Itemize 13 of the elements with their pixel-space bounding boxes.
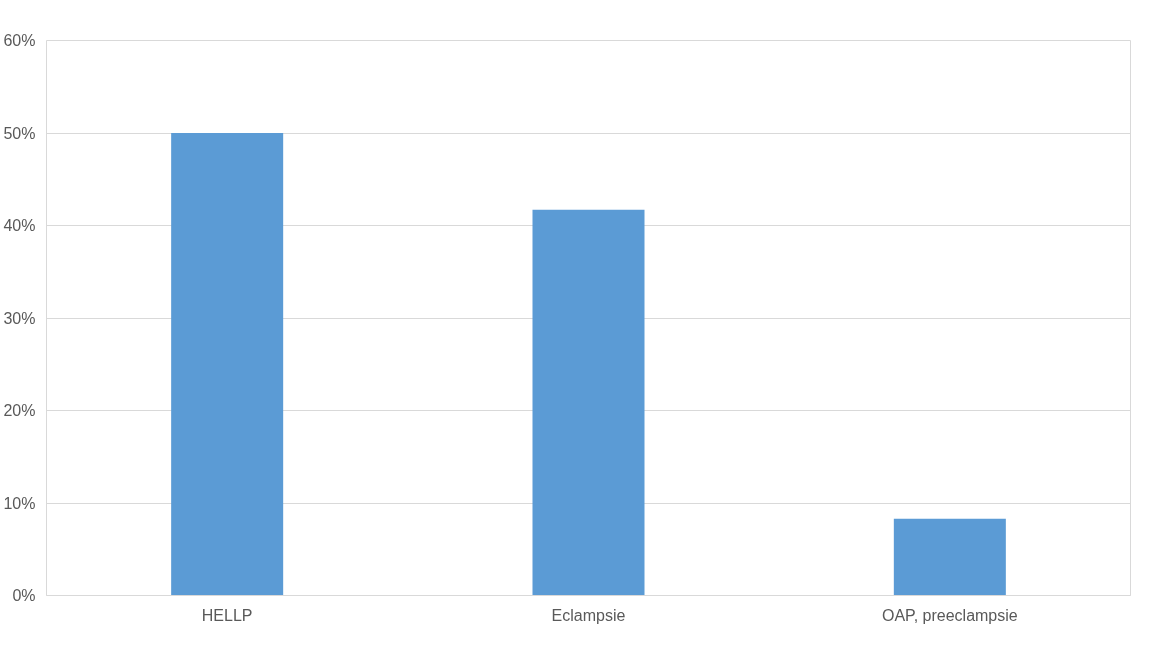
y-tick-label: 20% (3, 402, 36, 419)
bar (171, 133, 284, 596)
y-tick-label: 10% (3, 494, 36, 512)
x-tick-label: Eclampsie (551, 606, 626, 624)
y-tick-label: 50% (3, 124, 36, 142)
x-tick-label: HELLP (201, 606, 253, 624)
y-tick-label: 60% (3, 32, 36, 49)
bar (532, 209, 645, 596)
bar (893, 518, 1006, 596)
y-tick-label: 30% (3, 309, 36, 327)
y-tick-label: 0% (12, 587, 36, 604)
y-tick-label: 40% (3, 217, 36, 234)
x-tick-label: OAP, preeclampsie (881, 606, 1018, 624)
